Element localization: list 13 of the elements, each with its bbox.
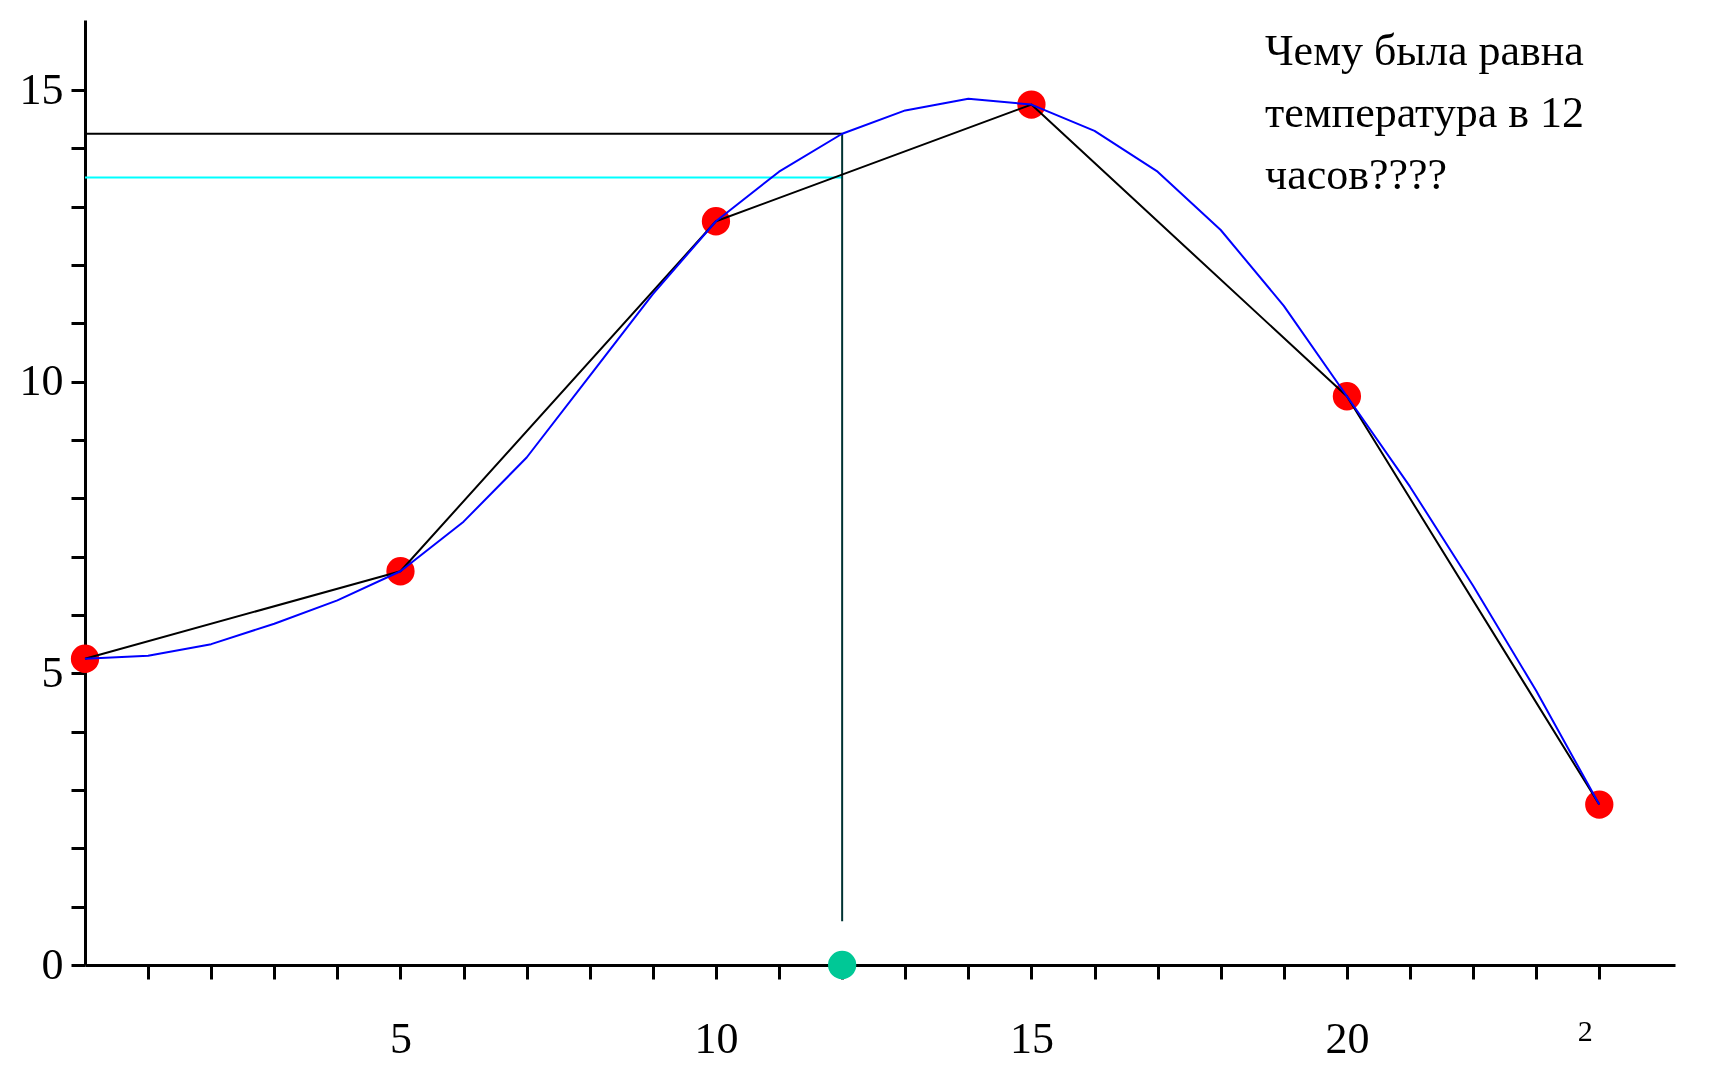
point: [828, 950, 857, 980]
y-tick-label: 5: [41, 647, 64, 697]
annotation: 2: [1577, 1014, 1593, 1047]
x-tick-label: 10: [694, 1013, 739, 1063]
annotation: Чему была равна температура в 12 часов????: [1265, 26, 1585, 199]
point: [1585, 790, 1614, 819]
y-tick-label: 0: [41, 939, 64, 989]
x-tick-label: 5: [389, 1013, 412, 1063]
x-tick-label: 15: [1009, 1013, 1054, 1063]
y-tick-label: 15: [19, 64, 64, 114]
x-tick-label: 20: [1325, 1013, 1370, 1063]
y-tick-label: 10: [19, 356, 64, 406]
point: [70, 644, 100, 673]
